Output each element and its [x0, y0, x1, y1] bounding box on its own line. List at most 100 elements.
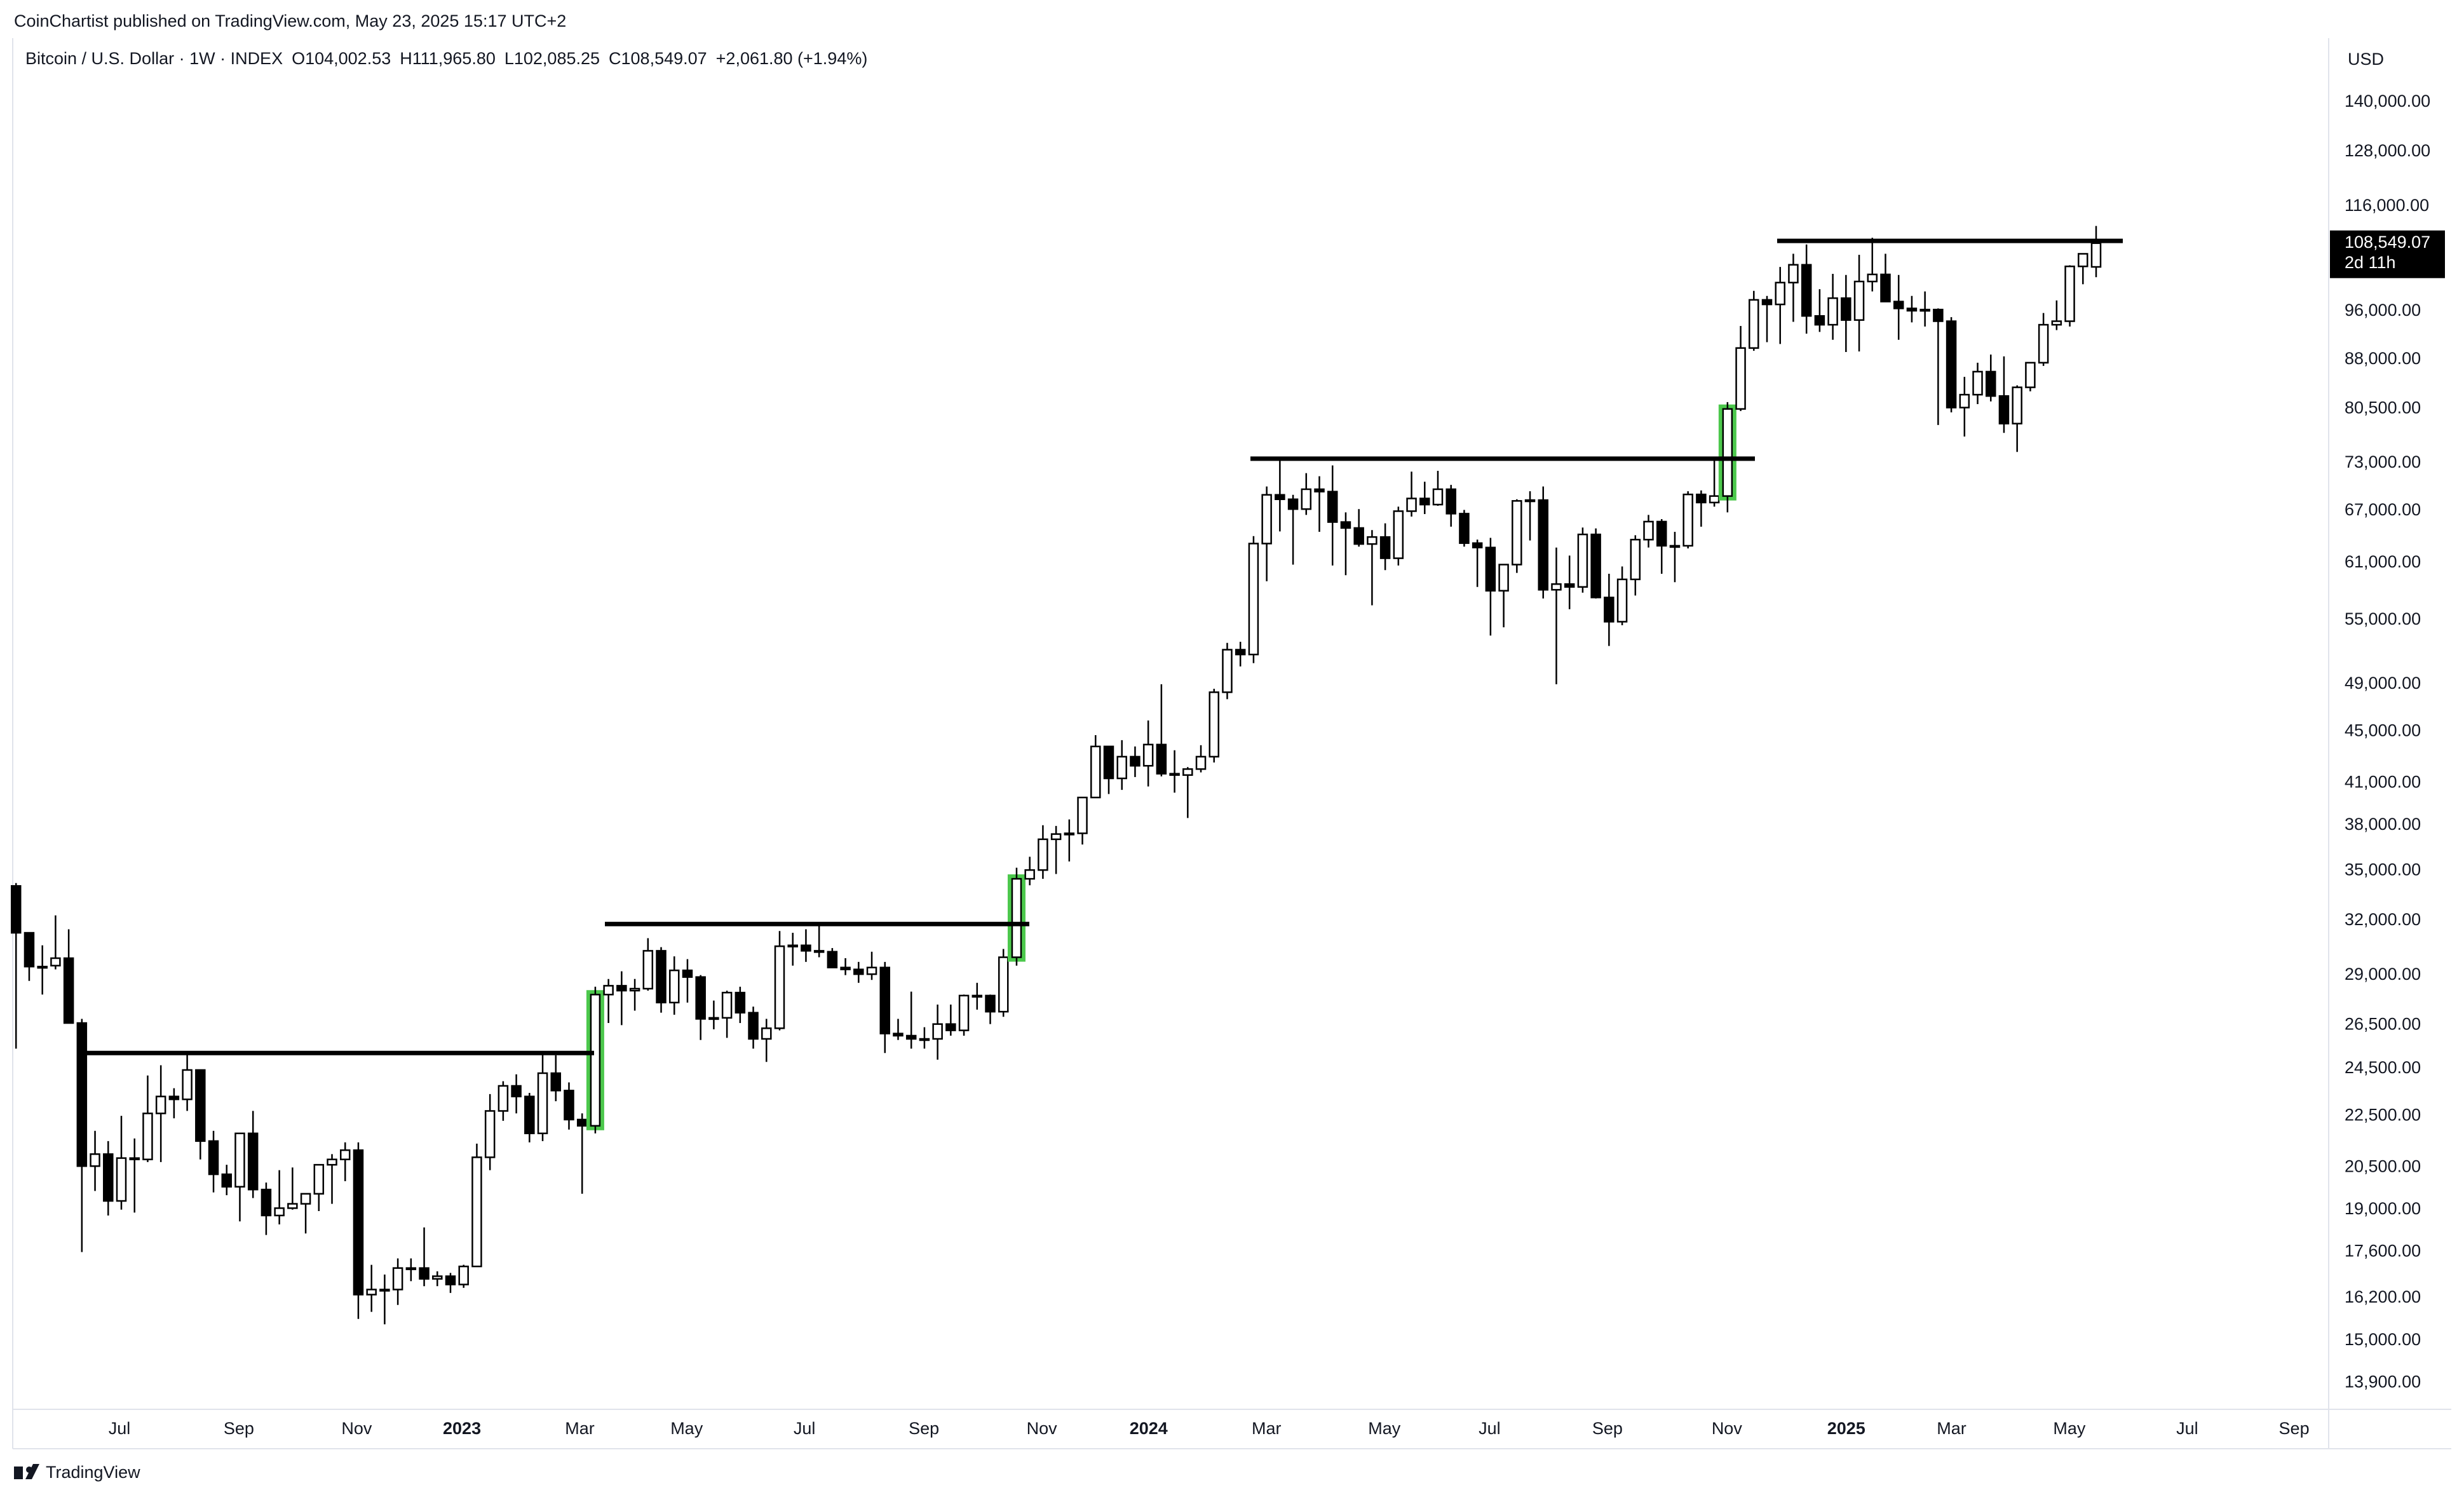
y-tick-label: 24,500.00	[2345, 1058, 2421, 1077]
candle-body	[287, 1203, 298, 1209]
candle-body	[1946, 320, 1957, 409]
candle-body	[1867, 273, 1878, 283]
candle-body	[734, 991, 746, 1014]
candle-body	[1827, 297, 1838, 326]
y-tick-label: 116,000.00	[2345, 196, 2429, 215]
candle-body	[155, 1095, 166, 1114]
candle-body	[2012, 386, 2022, 424]
candle-body	[1459, 513, 1470, 545]
candle-body	[471, 1156, 482, 1268]
candle-body	[247, 1132, 259, 1191]
candle-body	[893, 1033, 904, 1037]
y-tick-label: 67,000.00	[2345, 500, 2421, 519]
candle-body	[905, 1034, 917, 1040]
y-tick-label: 32,000.00	[2345, 910, 2421, 929]
brand: TradingView	[46, 1463, 140, 1482]
candle-body	[300, 1193, 311, 1205]
candle-body	[1169, 773, 1180, 776]
candle-body	[1841, 297, 1851, 321]
y-tick-label: 22,500.00	[2345, 1105, 2421, 1124]
candle-body	[1038, 838, 1048, 871]
candle-body	[1064, 832, 1075, 836]
candle-body	[1432, 488, 1444, 506]
candle-body	[1275, 494, 1285, 501]
candle-body	[63, 957, 74, 1024]
currency-label: USD	[2348, 50, 2384, 69]
candle-body	[1906, 308, 1918, 312]
x-tick-label: Mar	[565, 1419, 595, 1438]
symbol-legend: Bitcoin / U.S. Dollar · 1W · INDEX O104,…	[25, 49, 867, 68]
candle-body	[958, 994, 970, 1031]
y-tick-label: 15,000.00	[2345, 1330, 2421, 1349]
candle-body	[919, 1038, 930, 1041]
y-tick-label: 128,000.00	[2345, 141, 2430, 160]
candle-body	[1130, 755, 1141, 767]
x-tick-label: Mar	[1252, 1419, 1282, 1438]
candle-body	[1142, 743, 1154, 767]
candle-body	[353, 1149, 364, 1296]
candle-body	[1616, 578, 1628, 623]
candle-body	[1577, 533, 1588, 588]
candle-body	[721, 991, 733, 1019]
candle-body	[1485, 546, 1496, 592]
y-tick-label: 55,000.00	[2345, 609, 2421, 628]
candle-body	[590, 994, 601, 1127]
x-tick-label: Jul	[2176, 1419, 2198, 1438]
candle-body	[550, 1072, 562, 1092]
candle-body	[221, 1173, 233, 1188]
candle-body	[1327, 491, 1338, 523]
candle-body	[1011, 877, 1022, 958]
y-tick-label: 49,000.00	[2345, 674, 2421, 693]
candle-body	[1301, 488, 1312, 510]
candle-body	[1498, 564, 1509, 592]
candle-body	[1761, 299, 1773, 306]
candle-body	[498, 1085, 509, 1112]
candle-body	[1788, 264, 1799, 284]
candle-body	[2090, 242, 2102, 268]
candle-body	[1222, 649, 1233, 693]
x-tick-label: Jul	[109, 1419, 131, 1438]
candle-body	[1998, 395, 2010, 424]
low-value: L102,085.25	[504, 49, 600, 68]
x-tick-label: 2025	[1827, 1419, 1865, 1438]
candle-body	[537, 1072, 548, 1134]
candle-body	[1419, 498, 1430, 506]
candle-body	[1972, 370, 1983, 396]
y-tick-label: 38,000.00	[2345, 815, 2421, 834]
bar-countdown: 2d 11h	[2345, 253, 2396, 272]
candle-body	[774, 945, 785, 1029]
candle-body	[379, 1289, 390, 1292]
y-tick-label: 26,500.00	[2345, 1014, 2421, 1033]
candle-body	[261, 1188, 272, 1217]
candle-body	[879, 966, 891, 1034]
candle-body	[116, 1157, 127, 1202]
candle-body	[2064, 265, 2075, 322]
candle-body	[1261, 494, 1272, 545]
candle-body	[1538, 499, 1549, 591]
candle-body	[419, 1267, 430, 1280]
candle-body	[827, 951, 838, 968]
open-value: O104,002.53	[292, 49, 391, 68]
close-value: C108,549.07	[609, 49, 707, 68]
high-value: H111,965.80	[400, 49, 496, 68]
candle-body	[866, 966, 877, 975]
x-tick-label: Jul	[1479, 1419, 1501, 1438]
candle-body	[1643, 520, 1654, 541]
candle-body	[1248, 543, 1259, 656]
candle-body	[195, 1069, 206, 1142]
candle-body	[1959, 393, 1970, 409]
published-note: CoinChartist published on TradingView.co…	[14, 11, 566, 30]
candle-body	[1156, 743, 1167, 775]
plot-area	[10, 226, 2123, 1325]
candle-body	[1340, 521, 1351, 529]
candle-body	[234, 1132, 245, 1188]
candle-body	[1235, 649, 1246, 656]
candle-body	[10, 885, 22, 934]
candle-body	[1564, 583, 1575, 588]
candle-body	[1814, 315, 1825, 326]
last-price-label: 108,549.07	[2345, 233, 2430, 252]
candle-body	[1314, 488, 1325, 492]
candle-body	[748, 1012, 759, 1040]
